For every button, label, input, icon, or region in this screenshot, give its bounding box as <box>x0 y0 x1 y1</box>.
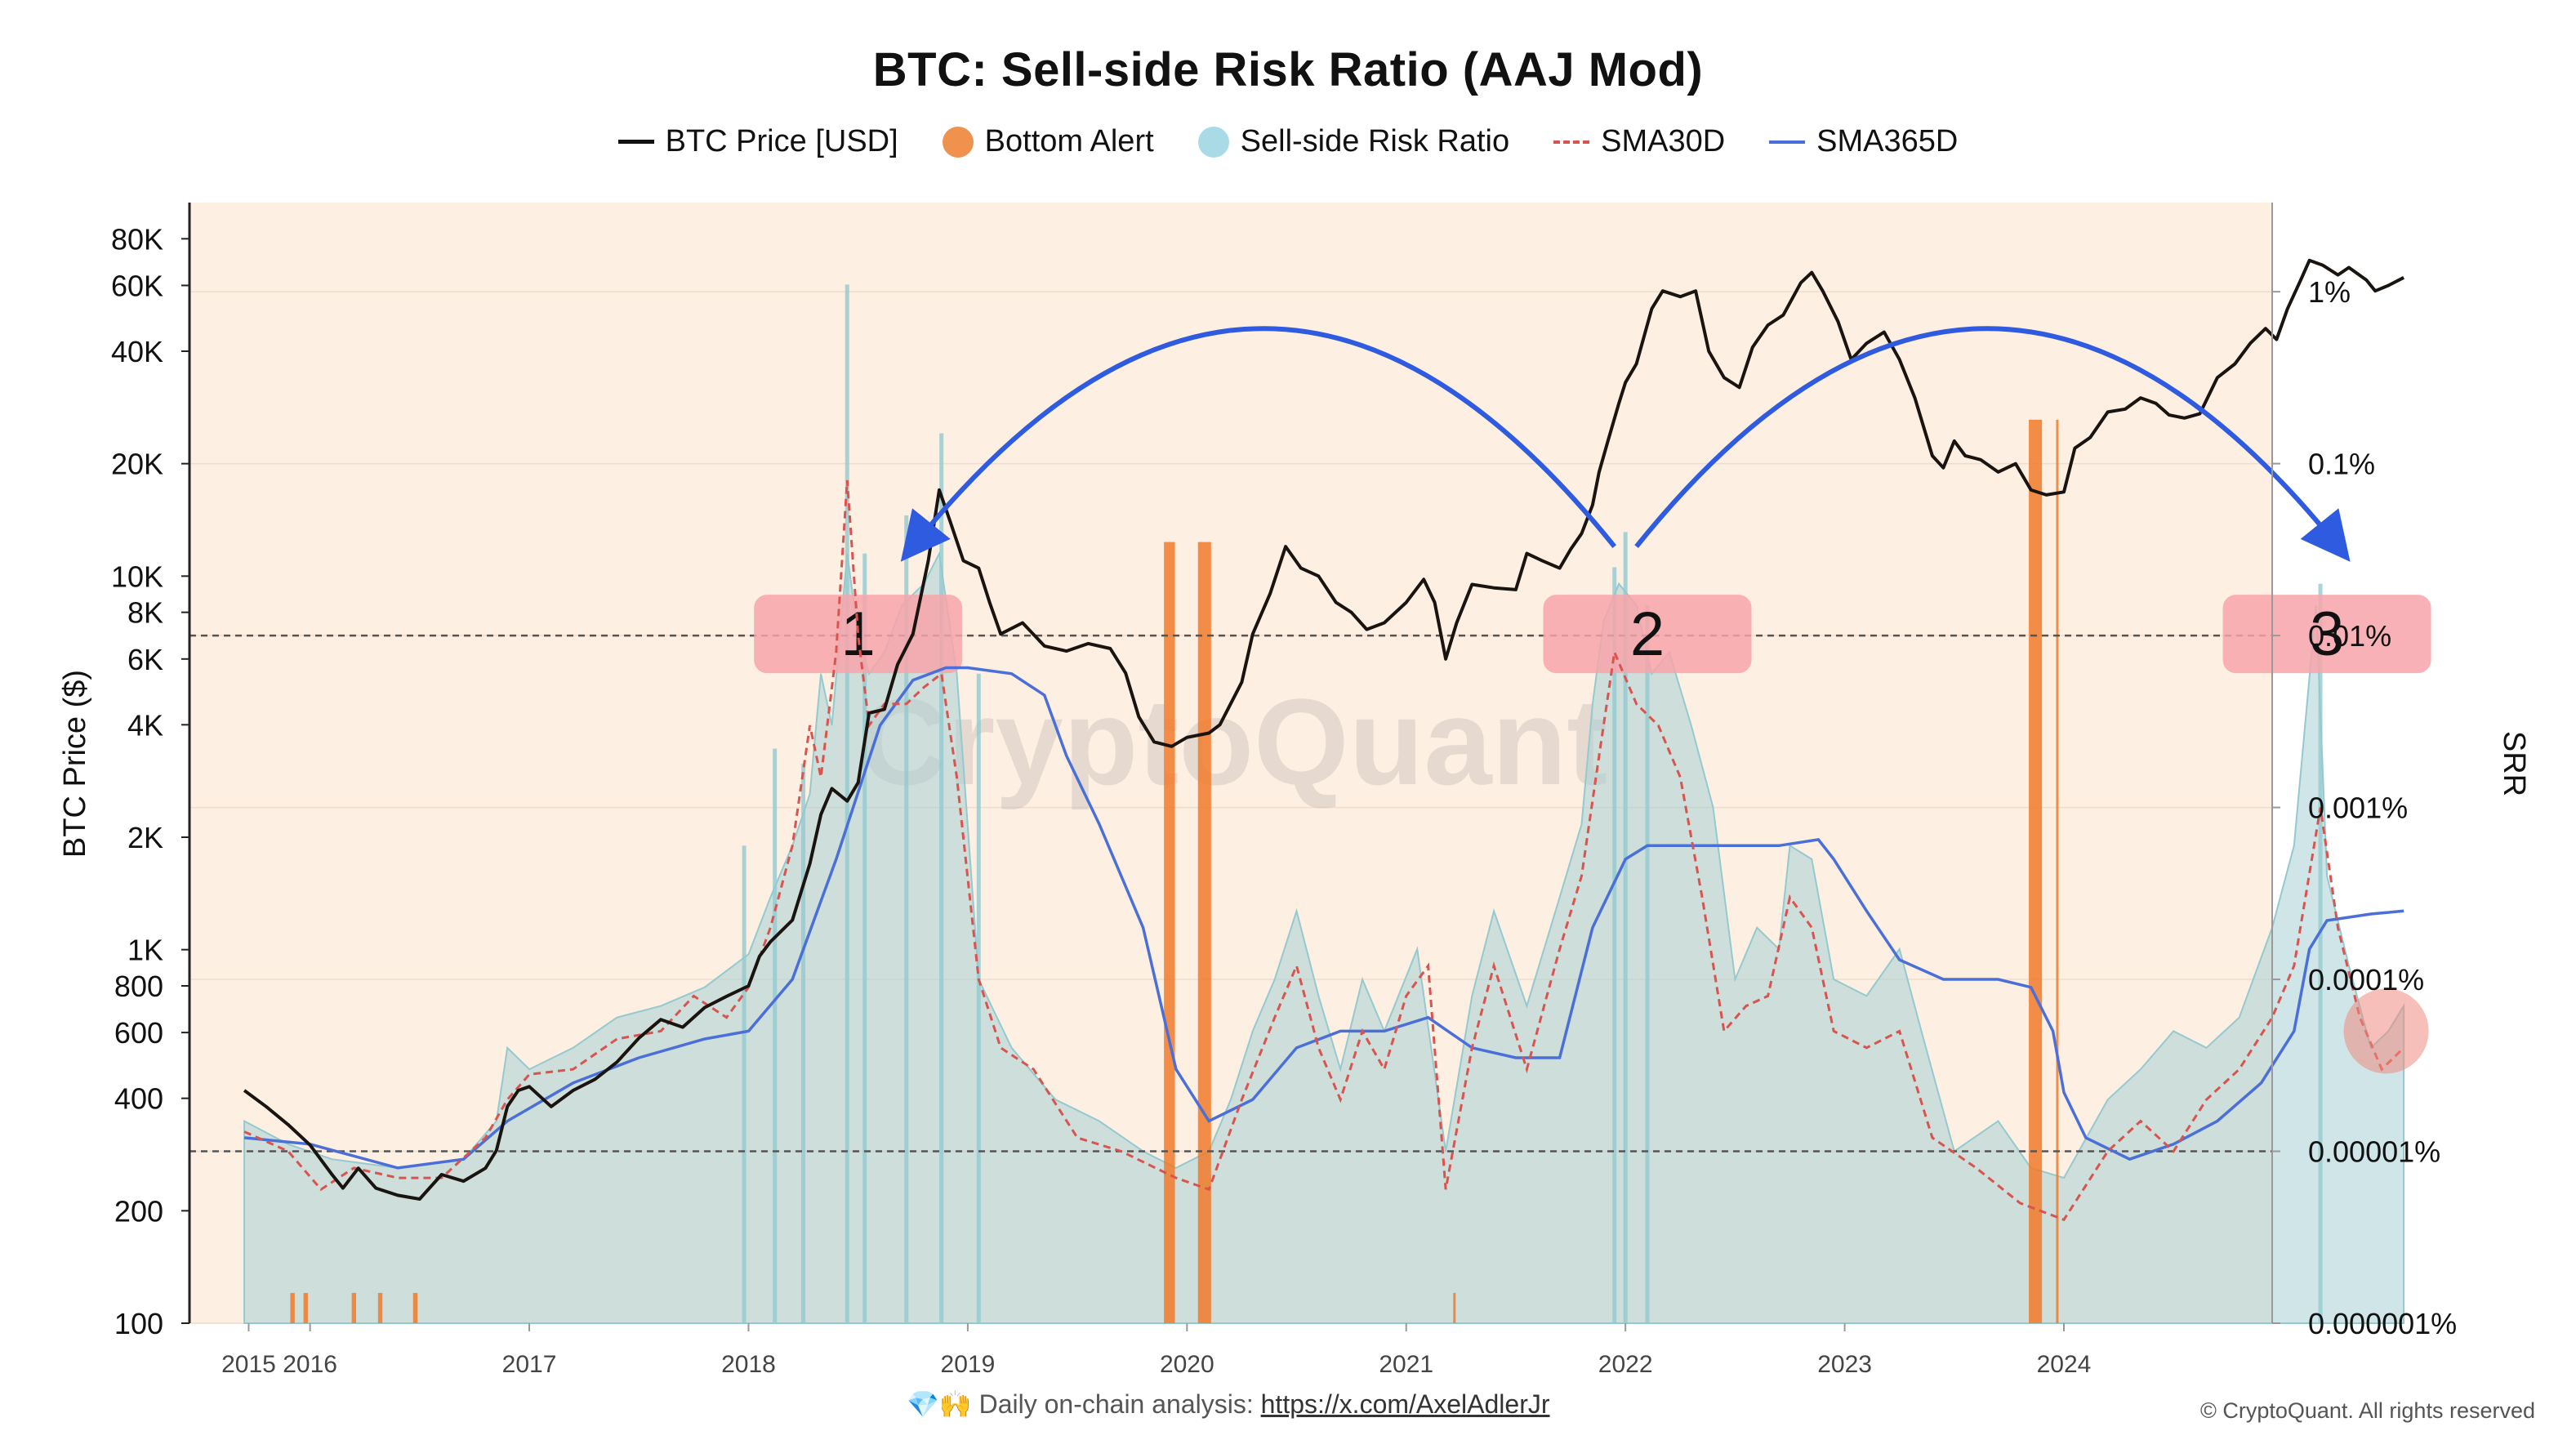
y-left-tick-100: 100 <box>114 1307 163 1340</box>
legend-item-sma30[interactable]: SMA30D <box>1553 124 1725 159</box>
x-tick-2016: 2016 <box>283 1351 337 1378</box>
y-left-tick-20K: 20K <box>111 448 163 481</box>
x-tick-2017: 2017 <box>502 1351 557 1378</box>
y-right-tick-2: 0.0001% <box>2308 963 2424 996</box>
y-left-tick-60K: 60K <box>111 269 163 302</box>
watermark: CryptoQuant <box>859 673 1608 810</box>
bottom-alert-7 <box>1453 1292 1456 1323</box>
copyright: © CryptoQuant. All rights reserved <box>2199 1398 2535 1423</box>
bottom-alert-8 <box>2029 419 2043 1323</box>
legend-label-price: BTC Price [USD] <box>665 124 898 158</box>
bottom-alert-9 <box>2056 419 2059 1323</box>
footer-analysis: 💎🙌 Daily on-chain analysis: https://x.co… <box>907 1389 1550 1420</box>
x-tick-2015: 2015 <box>221 1351 276 1378</box>
legend-swatch-srr <box>1197 126 1229 158</box>
srr-area <box>243 551 2405 1324</box>
x-tick-2018: 2018 <box>721 1351 776 1378</box>
arrow-2 <box>1634 326 2351 562</box>
arrow-1 <box>900 326 1617 562</box>
y-right-tick-3: 0.001% <box>2308 791 2408 825</box>
y-left-tick-400: 400 <box>114 1082 163 1116</box>
y-left-tick-600: 600 <box>114 1016 163 1050</box>
x-tick-2019: 2019 <box>941 1351 996 1378</box>
y-left-tick-800: 800 <box>114 970 163 1003</box>
legend-swatch-sma30 <box>1553 140 1590 144</box>
annotation-label-2: 2 <box>1630 600 1665 669</box>
footer-analysis-text: 💎🙌 Daily on-chain analysis: <box>907 1389 1261 1419</box>
y-left-axis-title: BTC Price ($) <box>58 670 92 858</box>
y-left-tick-6K: 6K <box>127 643 163 676</box>
y-left-tick-80K: 80K <box>111 222 163 256</box>
bottom-alert-1 <box>303 1292 308 1323</box>
annotation-box-2 <box>1543 595 1752 674</box>
footer-link[interactable]: https://x.com/AxelAdlerJr <box>1260 1389 1550 1419</box>
price-line <box>243 258 2405 1201</box>
y-right-tick-0: 0.000001% <box>2308 1307 2457 1340</box>
x-tick-2023: 2023 <box>1817 1351 1872 1378</box>
y-right-axis-title: SRR <box>2497 731 2531 796</box>
legend-swatch-bottom-alert <box>942 126 974 158</box>
y-right-tick-4: 0.01% <box>2308 619 2391 653</box>
y-left-tick-2K: 2K <box>127 821 163 854</box>
y-right-tick-6: 1% <box>2308 275 2351 309</box>
highlight-circle <box>2343 988 2429 1074</box>
bottom-alert-3 <box>377 1292 383 1323</box>
annotation-label-1: 1 <box>841 600 876 669</box>
x-tick-2022: 2022 <box>1598 1351 1653 1378</box>
y-left-tick-4K: 4K <box>127 708 163 742</box>
annotation-box-3 <box>2222 595 2431 674</box>
legend-label-sma30: SMA30D <box>1601 124 1726 158</box>
legend-item-sma365[interactable]: SMA365D <box>1769 124 1958 159</box>
annotation-box-1 <box>754 595 963 674</box>
x-tick-2020: 2020 <box>1160 1351 1214 1378</box>
y-right-tick-5: 0.1% <box>2308 448 2375 481</box>
bottom-alert-6 <box>1197 542 1211 1323</box>
y-right-tick-1: 0.00001% <box>2308 1135 2440 1169</box>
bottom-alert-2 <box>351 1292 356 1323</box>
bottom-alert-0 <box>290 1292 295 1323</box>
annotation-label-3: 3 <box>2310 600 2344 669</box>
legend-item-price[interactable]: BTC Price [USD] <box>617 124 898 159</box>
y-left-tick-200: 200 <box>114 1194 163 1228</box>
y-left-tick-1K: 1K <box>127 934 163 967</box>
bottom-alert-4 <box>412 1292 418 1323</box>
legend-label-srr: Sell-side Risk Ratio <box>1240 124 1510 158</box>
chart-title: BTC: Sell-side Risk Ratio (AAJ Mod) <box>872 43 1704 96</box>
x-tick-2021: 2021 <box>1379 1351 1433 1378</box>
legend-item-srr[interactable]: Sell-side Risk Ratio <box>1197 124 1510 159</box>
legend-label-bottom-alert: Bottom Alert <box>984 124 1154 158</box>
legend-swatch-sma365 <box>1769 140 1806 144</box>
y-left-tick-10K: 10K <box>111 560 163 593</box>
bottom-alert-5 <box>1164 542 1175 1323</box>
y-left-tick-8K: 8K <box>127 596 163 630</box>
x-tick-2024: 2024 <box>2037 1351 2092 1378</box>
legend-label-sma365: SMA365D <box>1816 124 1959 158</box>
legend-item-bottom-alert[interactable]: Bottom Alert <box>942 124 1154 159</box>
sma30-line <box>243 479 2405 1222</box>
y-left-tick-40K: 40K <box>111 335 163 368</box>
legend-swatch-price <box>617 140 654 144</box>
legend: BTC Price [USD] Bottom Alert Sell-side R… <box>0 124 2576 159</box>
